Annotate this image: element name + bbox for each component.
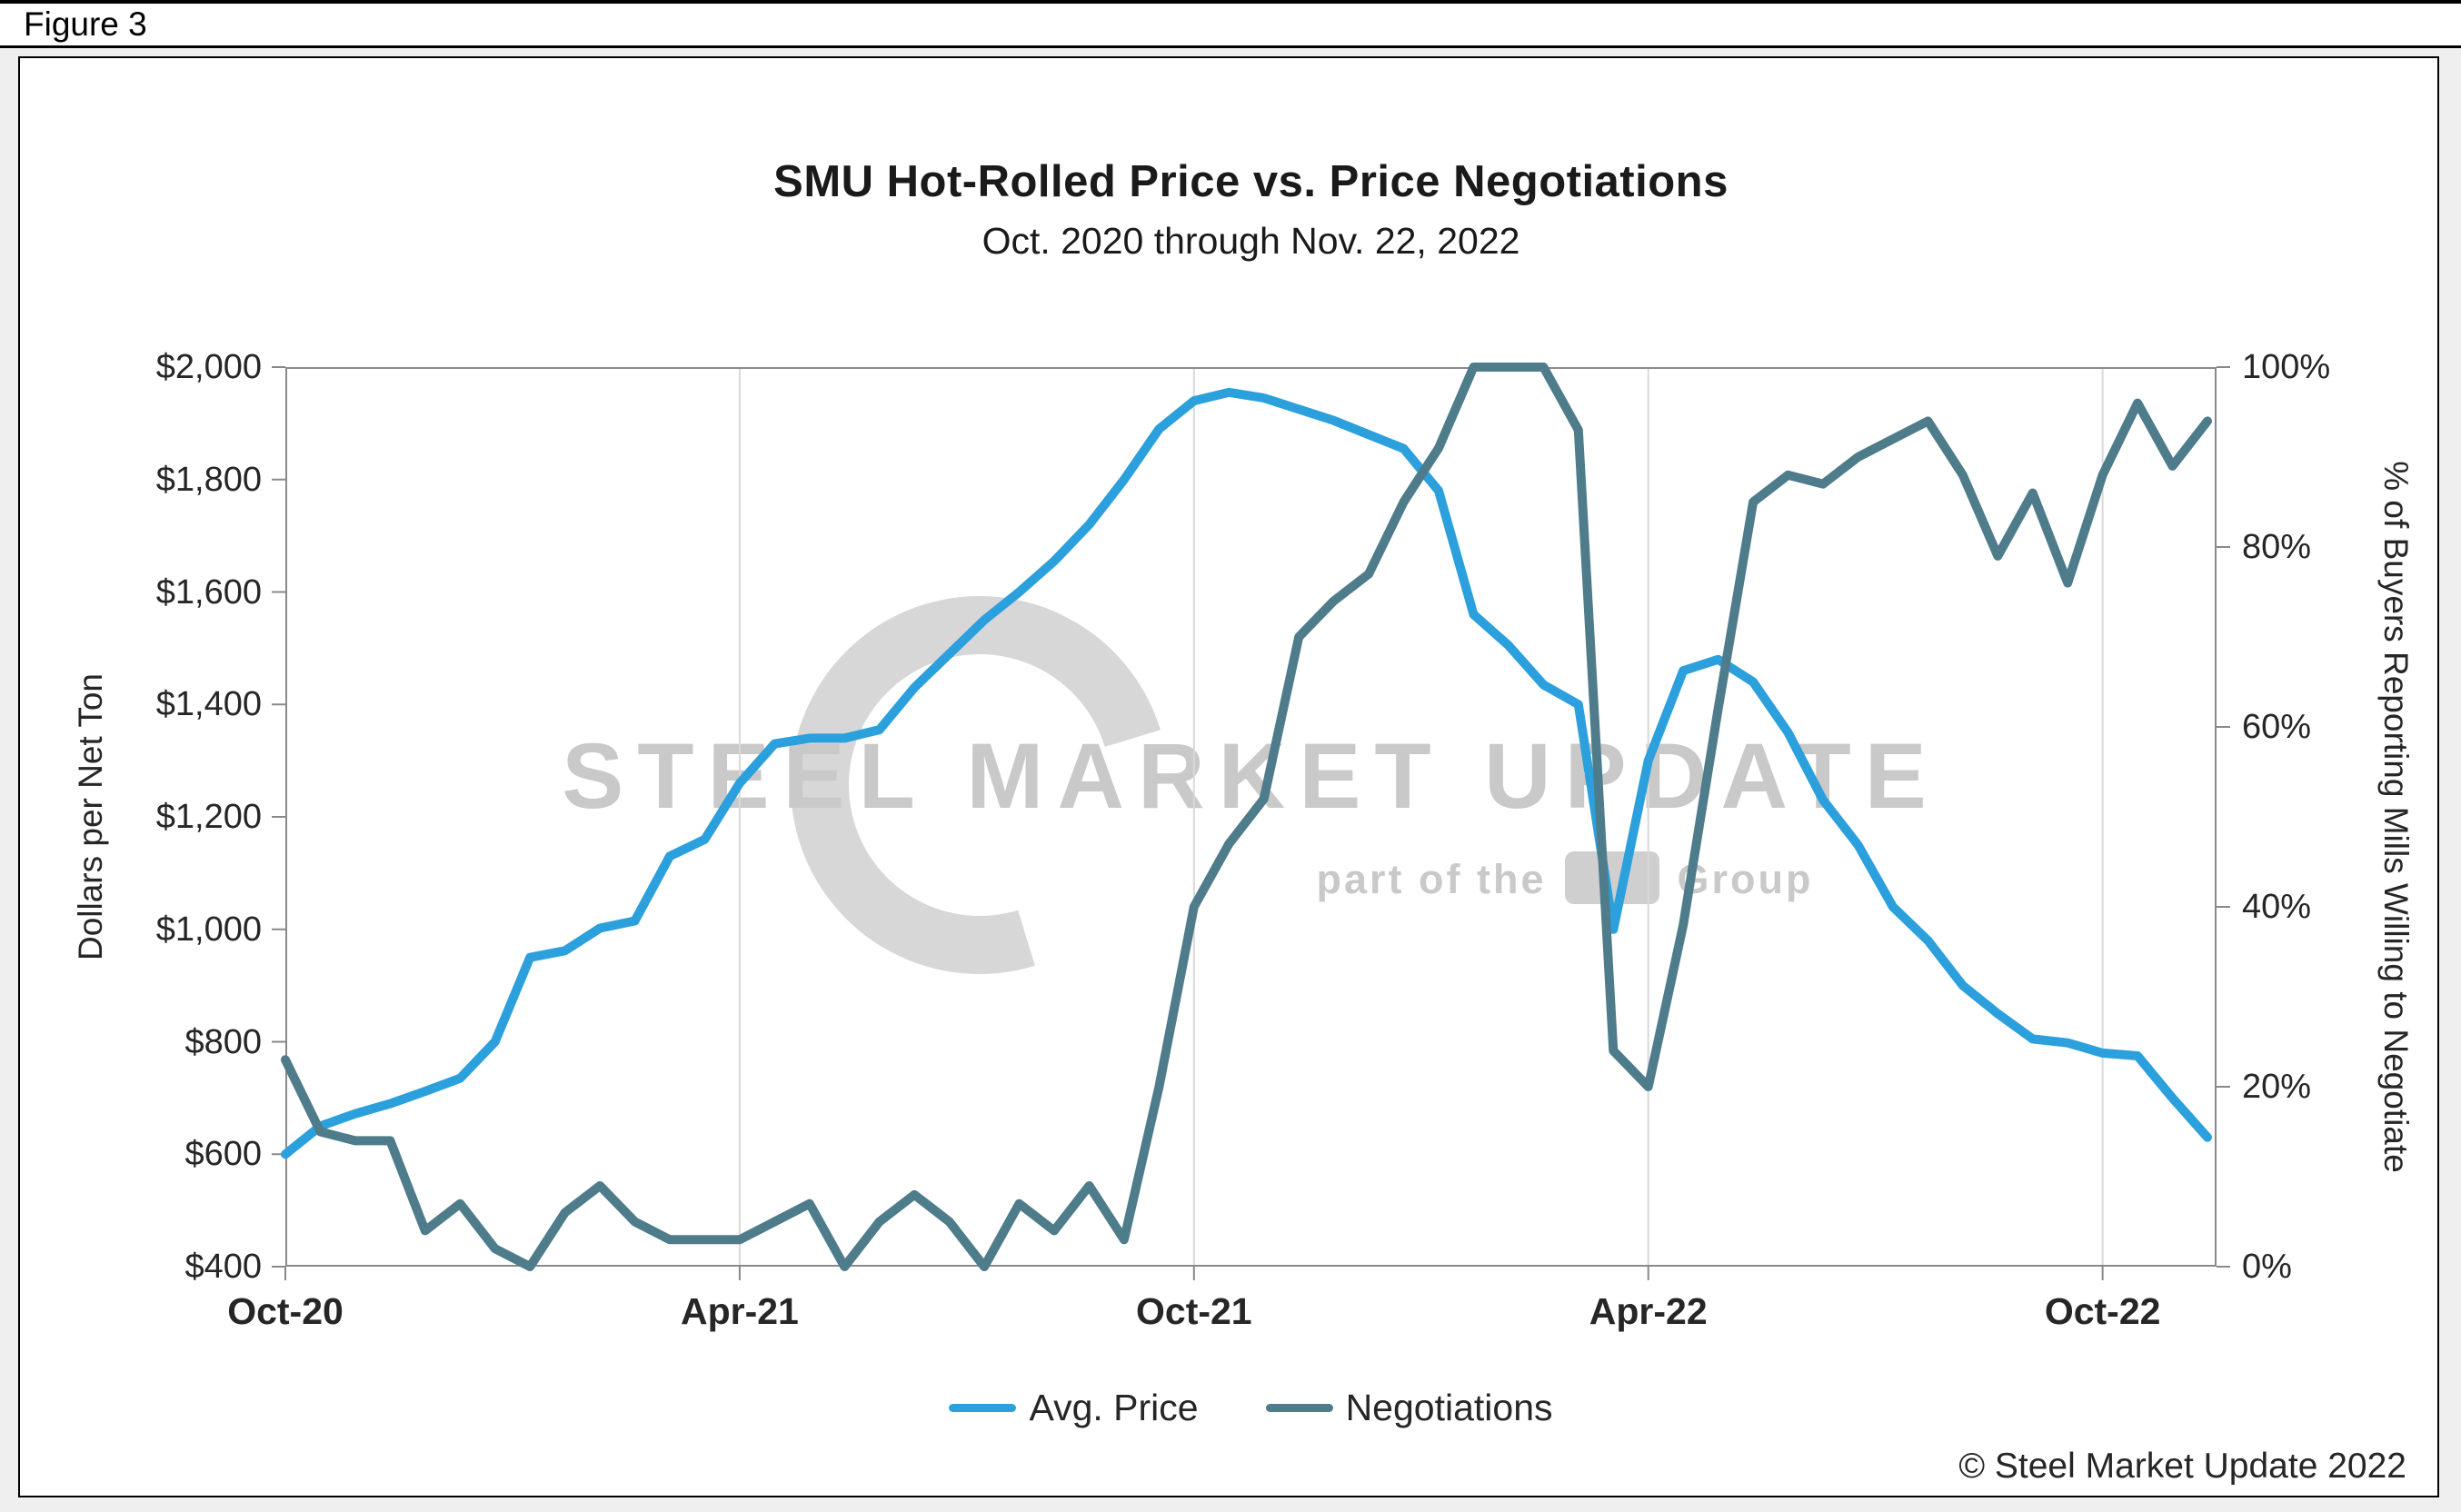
right-axis-tick-label: 80% bbox=[2242, 528, 2312, 566]
right-axis-tick-label: 60% bbox=[2242, 708, 2312, 746]
right-axis-tick-label: 40% bbox=[2242, 888, 2312, 926]
avg-price-line-swatch-icon bbox=[949, 1404, 1017, 1412]
copyright: © Steel Market Update 2022 bbox=[1958, 1447, 2406, 1486]
x-axis-tick-label: Oct-20 bbox=[227, 1290, 344, 1332]
figure-header: Figure 3 bbox=[0, 0, 2461, 48]
legend-label-negotiations: Negotiations bbox=[1345, 1387, 1553, 1428]
x-axis-tick-label: Apr-22 bbox=[1589, 1290, 1708, 1332]
chart-panel: SMU Hot-Rolled Price vs. Price Negotiati… bbox=[18, 56, 2439, 1497]
left-axis-title: Dollars per Net Ton bbox=[72, 672, 109, 961]
negotiations-line-swatch-icon bbox=[1265, 1404, 1333, 1412]
left-axis-tick-label: $400 bbox=[184, 1248, 262, 1286]
series-line-1 bbox=[281, 363, 2212, 1271]
legend-item-avg-price: Avg. Price bbox=[949, 1387, 1199, 1429]
plot-area bbox=[272, 363, 2230, 1280]
x-axis-tick-label: Apr-21 bbox=[680, 1290, 799, 1332]
left-axis-tick-label: $600 bbox=[184, 1135, 262, 1174]
legend-label-avg-price: Avg. Price bbox=[1029, 1387, 1199, 1428]
chart-subtitle: Oct. 2020 through Nov. 22, 2022 bbox=[981, 220, 1520, 262]
left-axis-tick-label: $1,600 bbox=[155, 572, 262, 612]
left-axis-tick-label: $800 bbox=[184, 1022, 262, 1061]
left-axis-tick-label: $2,000 bbox=[155, 348, 262, 386]
x-axis-tick-label: Oct-22 bbox=[2044, 1290, 2161, 1332]
legend: Avg. Price Negotiations bbox=[285, 1387, 2217, 1429]
left-axis-tick-label: $1,800 bbox=[155, 460, 262, 499]
series-line-0 bbox=[281, 387, 2212, 1159]
chart-title: SMU Hot-Rolled Price vs. Price Negotiati… bbox=[773, 157, 1729, 206]
x-axis-tick-label: Oct-21 bbox=[1136, 1290, 1252, 1332]
right-axis-title: % of Buyers Reporting Mills Willing to N… bbox=[2377, 461, 2415, 1173]
right-axis-tick-label: 0% bbox=[2242, 1248, 2292, 1286]
right-axis-tick-label: 100% bbox=[2242, 348, 2331, 386]
right-axis-tick-label: 20% bbox=[2242, 1068, 2312, 1106]
legend-item-negotiations: Negotiations bbox=[1265, 1387, 1553, 1429]
figure-label: Figure 3 bbox=[24, 5, 147, 43]
